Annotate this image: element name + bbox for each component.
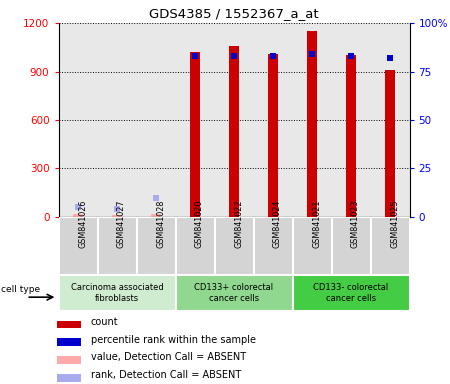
Text: count: count bbox=[90, 317, 118, 327]
Bar bbox=[57, 356, 81, 364]
Point bbox=[308, 51, 315, 57]
Bar bbox=[385, 70, 395, 217]
Bar bbox=[307, 31, 317, 217]
Bar bbox=[98, 217, 136, 275]
Text: GSM841028: GSM841028 bbox=[156, 200, 165, 248]
Point bbox=[230, 53, 238, 59]
Bar bbox=[176, 217, 215, 275]
Text: GSM841027: GSM841027 bbox=[117, 200, 126, 248]
Bar bbox=[57, 338, 81, 346]
Text: GSM841020: GSM841020 bbox=[195, 200, 204, 248]
Text: rank, Detection Call = ABSENT: rank, Detection Call = ABSENT bbox=[90, 370, 241, 380]
Bar bbox=[136, 217, 176, 275]
Text: GSM841021: GSM841021 bbox=[312, 200, 321, 248]
Bar bbox=[268, 54, 278, 217]
Text: GSM841024: GSM841024 bbox=[273, 200, 282, 248]
Text: value, Detection Call = ABSENT: value, Detection Call = ABSENT bbox=[90, 353, 246, 362]
Point bbox=[387, 55, 394, 61]
Bar bbox=[57, 374, 81, 382]
Text: CD133+ colorectal
cancer cells: CD133+ colorectal cancer cells bbox=[194, 283, 274, 303]
Bar bbox=[176, 275, 292, 311]
Bar bbox=[370, 217, 410, 275]
Text: percentile rank within the sample: percentile rank within the sample bbox=[90, 334, 256, 344]
Bar bbox=[57, 321, 81, 328]
Bar bbox=[58, 275, 176, 311]
Bar bbox=[151, 214, 161, 217]
Bar bbox=[215, 217, 253, 275]
Text: GSM841025: GSM841025 bbox=[390, 200, 399, 248]
Point bbox=[270, 53, 277, 59]
Point bbox=[153, 195, 160, 201]
Text: CD133- colorectal
cancer cells: CD133- colorectal cancer cells bbox=[313, 283, 389, 303]
Bar bbox=[73, 214, 83, 217]
Bar bbox=[253, 217, 292, 275]
Point bbox=[347, 53, 355, 59]
Bar bbox=[58, 217, 98, 275]
Text: GSM841023: GSM841023 bbox=[351, 200, 360, 248]
Point bbox=[74, 204, 81, 210]
Text: cell type: cell type bbox=[1, 285, 40, 294]
Bar bbox=[292, 275, 410, 311]
Text: GSM841026: GSM841026 bbox=[78, 200, 87, 248]
Text: Carcinoma associated
fibroblasts: Carcinoma associated fibroblasts bbox=[71, 283, 163, 303]
Bar bbox=[112, 215, 122, 217]
Bar bbox=[332, 217, 370, 275]
Bar bbox=[190, 52, 200, 217]
Text: GSM841022: GSM841022 bbox=[234, 200, 243, 248]
Bar bbox=[346, 55, 356, 217]
Title: GDS4385 / 1552367_a_at: GDS4385 / 1552367_a_at bbox=[149, 7, 319, 20]
Point bbox=[191, 53, 198, 59]
Bar bbox=[292, 217, 332, 275]
Point bbox=[113, 206, 121, 212]
Bar bbox=[229, 46, 239, 217]
